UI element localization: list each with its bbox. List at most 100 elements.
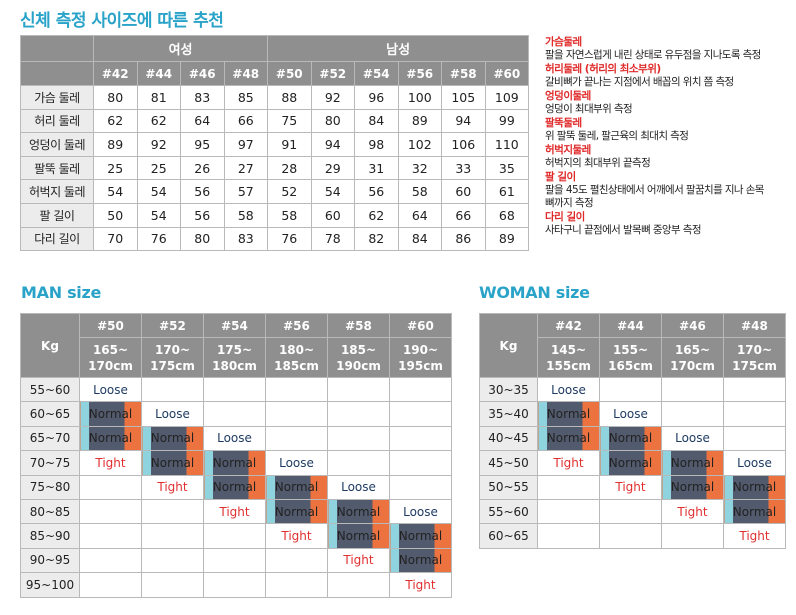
measure-value: 54 xyxy=(93,179,138,204)
woman-fit-cell: Loose xyxy=(537,376,600,403)
measure-value: 68 xyxy=(484,202,530,228)
woman-row: 35~40 Normal Loose xyxy=(479,401,786,427)
woman-kg-cell: 40~45 xyxy=(479,425,538,452)
man-fit-cell xyxy=(79,498,142,525)
measure-size-row: #42 #44 #46 #48 #50 #52 #54 #56 #58 #60 xyxy=(20,61,530,86)
man-fit-cell: Normal xyxy=(203,474,266,500)
measure-value: 58 xyxy=(267,202,312,228)
man-fit-cell xyxy=(327,376,390,403)
measure-value: 56 xyxy=(354,179,399,204)
measure-value: 25 xyxy=(93,155,138,181)
measure-value: 58 xyxy=(223,202,269,228)
man-fit-cell xyxy=(327,572,390,598)
man-fit-cell: Normal xyxy=(327,523,390,549)
man-fit-cell: Normal xyxy=(265,474,328,500)
measure-value: 80 xyxy=(180,226,225,252)
measure-value: 25 xyxy=(136,155,181,181)
man-body: 55~60 Loose 60~65 Normal Loose 65~70 Normal Nor… xyxy=(20,376,452,598)
measure-value: 57 xyxy=(223,179,269,204)
woman-size-header: #44 xyxy=(599,313,662,338)
woman-fit-cell: Loose xyxy=(599,401,662,427)
woman-kg-cell: 45~50 xyxy=(479,450,538,476)
measure-value: 106 xyxy=(441,132,486,157)
woman-row: 40~45 Normal Normal Loose xyxy=(479,425,786,452)
measure-value: 60 xyxy=(441,179,486,204)
man-fit-cell xyxy=(265,401,328,427)
man-fit-cell xyxy=(79,523,142,549)
measure-row-label: 팔뚝 둘레 xyxy=(20,155,94,181)
woman-size-header: #46 xyxy=(661,313,724,338)
woman-fit-cell xyxy=(599,523,662,549)
man-fit-cell xyxy=(389,450,452,476)
woman-fit-cell: Tight xyxy=(723,523,786,549)
measure-value: 56 xyxy=(180,179,225,204)
man-size-header: #60 xyxy=(389,313,452,338)
woman-height-from: 145~ xyxy=(550,342,587,357)
measure-size-header: #44 xyxy=(136,61,181,86)
note-desc: 엉덩이 최대부위 측정 xyxy=(545,103,633,115)
man-fit-cell: Normal xyxy=(141,425,204,452)
measure-value: 62 xyxy=(354,202,399,228)
measure-row-label: 팔 길이 xyxy=(20,202,94,228)
note-item: 가슴둘레 팔을 자연스럽게 내린 상태로 유두점을 지나도록 측정 xyxy=(545,36,795,62)
man-fit-cell: Loose xyxy=(203,425,266,452)
measure-value: 89 xyxy=(397,108,443,134)
measure-value: 29 xyxy=(310,155,356,181)
measure-body: 가슴 둘레 80 81 83 85 88 92 96 100 105 109 허리 둘레 62 62 64 6… xyxy=(20,85,530,252)
man-height-from: 185~ xyxy=(340,342,377,357)
measure-value: 84 xyxy=(354,108,399,134)
woman-size-header: #48 xyxy=(723,313,786,338)
measure-value: 52 xyxy=(267,179,312,204)
measure-size-header: #54 xyxy=(354,61,399,86)
measure-value: 66 xyxy=(223,108,269,134)
note-item: 엉덩이둘레 엉덩이 최대부위 측정 xyxy=(545,90,795,116)
measure-value: 92 xyxy=(310,85,356,110)
man-height-to: 185cm xyxy=(274,358,319,373)
measure-size-header: #56 xyxy=(397,61,443,86)
note-desc: 팔을 자연스럽게 내린 상태로 유두점을 지나도록 측정 xyxy=(545,49,761,61)
man-fit-cell: Normal xyxy=(141,450,204,476)
measure-value: 76 xyxy=(267,226,312,252)
woman-row: 55~60 Tight Normal xyxy=(479,498,786,525)
woman-height-from: 170~ xyxy=(736,342,773,357)
measure-size-header: #58 xyxy=(441,61,486,86)
man-kg-cell: 80~85 xyxy=(20,498,80,525)
woman-row: 60~65 Tight xyxy=(479,523,786,549)
man-fit-cell xyxy=(141,376,204,403)
measure-value: 80 xyxy=(310,108,356,134)
man-kg-cell: 60~65 xyxy=(20,401,80,427)
note-title: 팔뚝둘레 xyxy=(545,117,582,129)
man-height-from: 180~ xyxy=(278,342,315,357)
woman-height-to: 155cm xyxy=(546,358,591,373)
measure-size-header: #50 xyxy=(267,61,312,86)
measure-value: 54 xyxy=(310,179,356,204)
measure-value: 61 xyxy=(484,179,530,204)
measure-value: 62 xyxy=(136,108,181,134)
measure-value: 91 xyxy=(267,132,312,157)
measure-value: 89 xyxy=(93,132,138,157)
man-size-header: #50 xyxy=(79,313,142,338)
woman-fit-cell xyxy=(599,498,662,525)
man-fit-cell: Loose xyxy=(79,376,142,403)
measure-size-header: #46 xyxy=(180,61,225,86)
measure-row-label: 허벅지 둘레 xyxy=(20,179,94,204)
man-fit-cell: Normal xyxy=(265,498,328,525)
measure-value: 83 xyxy=(180,85,225,110)
group-men: 남성 xyxy=(267,35,530,62)
man-height-header: 170~ 175cm xyxy=(141,337,204,378)
woman-fit-cell xyxy=(723,376,786,403)
man-fit-cell: Normal xyxy=(79,425,142,452)
man-fit-cell: Tight xyxy=(265,523,328,549)
man-fit-cell xyxy=(389,474,452,500)
note-desc: 허벅지의 최대부위 끝측정 xyxy=(545,157,651,169)
note-item: 다리 길이 사타구니 끝점에서 발목뼈 중앙부 측정 xyxy=(545,211,795,237)
measure-size-header: #42 xyxy=(93,61,138,86)
man-size-row: Kg #50 #52 #54 #56 #58 #60 xyxy=(20,313,452,378)
woman-size-title: WOMAN size xyxy=(479,283,590,302)
man-fit-cell xyxy=(141,498,204,525)
measure-value: 32 xyxy=(397,155,443,181)
measure-value: 105 xyxy=(441,85,486,110)
woman-fit-cell: Loose xyxy=(661,425,724,452)
woman-fit-cell: Normal xyxy=(537,401,600,427)
man-fit-cell: Loose xyxy=(327,474,390,500)
